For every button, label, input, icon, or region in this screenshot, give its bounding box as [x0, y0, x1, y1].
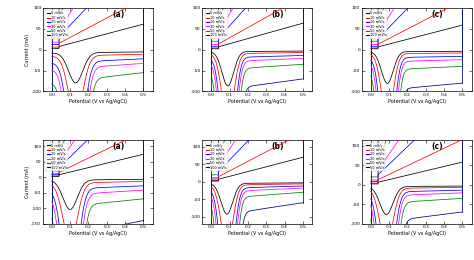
Text: (c): (c) [431, 10, 443, 19]
Y-axis label: Current (mA): Current (mA) [25, 166, 30, 198]
X-axis label: Potential (V vs Ag/AgCl): Potential (V vs Ag/AgCl) [69, 99, 127, 104]
Text: (a): (a) [112, 10, 124, 19]
Legend: 5 mV/s, 10 mV/s, 20 mV/s, 30 mV/s, 50 mV/s, 100 mV/s: 5 mV/s, 10 mV/s, 20 mV/s, 30 mV/s, 50 mV… [46, 10, 69, 38]
X-axis label: Potential (V vs Ag/AgCl): Potential (V vs Ag/AgCl) [228, 99, 286, 104]
X-axis label: Potential (V vs Ag/AgCl): Potential (V vs Ag/AgCl) [388, 99, 446, 104]
X-axis label: Potential (V vs Ag/AgCl): Potential (V vs Ag/AgCl) [228, 231, 286, 236]
Text: (b): (b) [272, 142, 284, 152]
Text: (b): (b) [272, 10, 284, 19]
Legend: 5 mV/s, 10 mV/s, 20 mV/s, 30 mV/s, 50 mV/s, 100 mV/s: 5 mV/s, 10 mV/s, 20 mV/s, 30 mV/s, 50 mV… [365, 10, 387, 38]
Legend: 5 mV/s, 10 mV/s, 20 mV/s, 30 mV/s, 50 mV/s, 100 mV/s: 5 mV/s, 10 mV/s, 20 mV/s, 30 mV/s, 50 mV… [46, 142, 69, 171]
X-axis label: Potential (V vs Ag/AgCl): Potential (V vs Ag/AgCl) [388, 231, 446, 236]
Legend: 5 mV/s, 10 mV/s, 20 mV/s, 30 mV/s, 50 mV/s, 100 mV/s: 5 mV/s, 10 mV/s, 20 mV/s, 30 mV/s, 50 mV… [205, 142, 228, 171]
Legend: 5 mV/s, 10 mV/s, 20 mV/s, 30 mV/s, 50 mV/s, 50 mV/s: 5 mV/s, 10 mV/s, 20 mV/s, 30 mV/s, 50 mV… [365, 142, 385, 171]
X-axis label: Potential (V vs Ag/AgCl): Potential (V vs Ag/AgCl) [69, 231, 127, 236]
Legend: 5 mV/s, 10 mV/s, 20 mV/s, 30 mV/s, 50 mV/s, 100 mV/s: 5 mV/s, 10 mV/s, 20 mV/s, 30 mV/s, 50 mV… [205, 10, 228, 38]
Text: (c): (c) [431, 142, 443, 152]
Y-axis label: Current (mA): Current (mA) [25, 34, 30, 66]
Text: (a): (a) [112, 142, 124, 152]
